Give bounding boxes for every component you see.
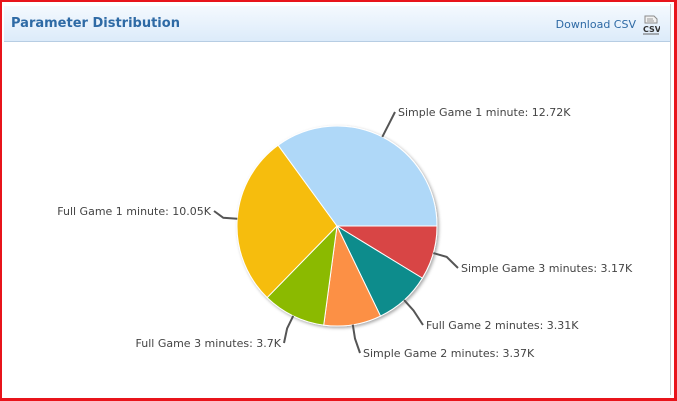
pie-slices xyxy=(236,125,438,327)
slice-label: Simple Game 2 minutes: 3.37K xyxy=(363,347,535,360)
pie-chart: Simple Game 3 minutes: 3.17K Full Game 2 … xyxy=(57,106,633,360)
pie-slice[interactable] xyxy=(236,144,338,299)
slice-label: Full Game 3 minutes: 3.7K xyxy=(136,337,282,350)
leader-line xyxy=(351,324,361,354)
csv-file-icon[interactable]: CSV xyxy=(642,15,662,35)
slice-labels: Simple Game 3 minutes: 3.17K Full Game 2 … xyxy=(57,106,633,360)
slice-label: Simple Game 1 minute: 12.72K xyxy=(398,106,571,119)
leader-line xyxy=(213,210,238,220)
leader-line xyxy=(403,299,424,326)
slice-label: Full Game 2 minutes: 3.31K xyxy=(426,319,579,332)
leader-line xyxy=(433,252,459,269)
panel-header: Parameter Distribution Download CSV CSV xyxy=(4,6,670,42)
leader-line xyxy=(283,315,295,344)
panel-title: Parameter Distribution xyxy=(11,16,180,31)
leader-line xyxy=(381,111,396,138)
slice-label: Full Game 1 minute: 10.05K xyxy=(57,205,212,218)
slice-label: Simple Game 3 minutes: 3.17K xyxy=(461,262,633,275)
pie-slice[interactable] xyxy=(277,125,438,227)
svg-text:CSV: CSV xyxy=(643,25,660,34)
chart-panel: Parameter Distribution Download CSV CSV xyxy=(4,4,671,395)
leader-lines xyxy=(213,111,459,354)
download-csv-link[interactable]: Download CSV xyxy=(555,18,636,31)
